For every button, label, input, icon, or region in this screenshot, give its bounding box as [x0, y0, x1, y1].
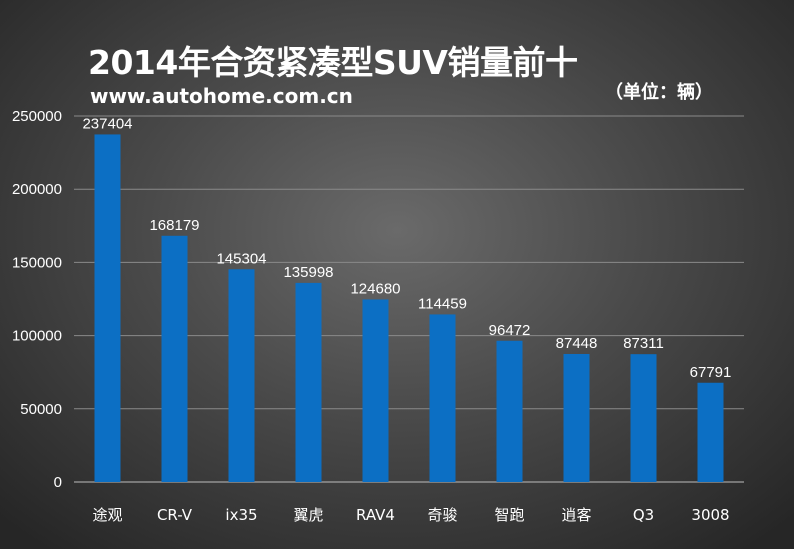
x-tick-label: 途观 [92, 506, 122, 524]
bar [295, 282, 322, 482]
x-tick-label: 智跑 [494, 506, 524, 524]
chart-source-url: www.autohome.com.cn [90, 84, 353, 108]
x-tick-label: 逍客 [561, 506, 591, 524]
y-tick-label: 150000 [12, 254, 62, 271]
bar [161, 235, 188, 482]
y-tick-label: 0 [54, 474, 62, 491]
x-tick-label: RAV4 [356, 506, 395, 524]
unit-note: （单位：辆） [605, 82, 713, 103]
data-label: 124680 [350, 280, 400, 297]
chart-title: 2014年合资紧凑型SUV销量前十 [88, 43, 578, 82]
bar [630, 354, 657, 482]
data-label: 237404 [82, 115, 132, 132]
data-label: 96472 [489, 322, 531, 339]
data-label: 145304 [216, 250, 266, 267]
data-label: 168179 [149, 217, 199, 234]
x-tick-label: Q3 [633, 506, 654, 524]
data-label: 87311 [623, 335, 664, 352]
y-tick-label: 250000 [12, 108, 62, 125]
bar [429, 314, 456, 482]
bar [362, 299, 389, 482]
y-axis: 0 50000 100000 150000 200000 250000 [12, 108, 62, 491]
x-tick-label: 3008 [691, 506, 729, 524]
data-label: 67791 [690, 364, 732, 381]
x-tick-label: 翼虎 [293, 506, 323, 524]
data-label: 87448 [556, 335, 598, 352]
x-tick-label: 奇骏 [427, 506, 457, 524]
x-tick-label: CR-V [157, 506, 193, 524]
data-label: 114459 [418, 295, 467, 312]
y-tick-label: 100000 [12, 328, 62, 345]
x-tick-label: ix35 [225, 506, 257, 524]
x-axis: 途观 CR-V ix35 翼虎 RAV4 奇骏 智跑 逍客 Q3 3008 [92, 506, 729, 524]
bar [228, 269, 255, 482]
bars [94, 134, 724, 482]
bar [496, 340, 523, 482]
bar [697, 382, 724, 482]
bar [94, 134, 121, 482]
y-tick-label: 50000 [20, 401, 62, 418]
data-label: 135998 [283, 264, 333, 281]
y-tick-label: 200000 [12, 181, 62, 198]
bar [563, 353, 590, 482]
data-labels: 237404 168179 145304 135998 124680 114459 9647… [82, 115, 731, 380]
